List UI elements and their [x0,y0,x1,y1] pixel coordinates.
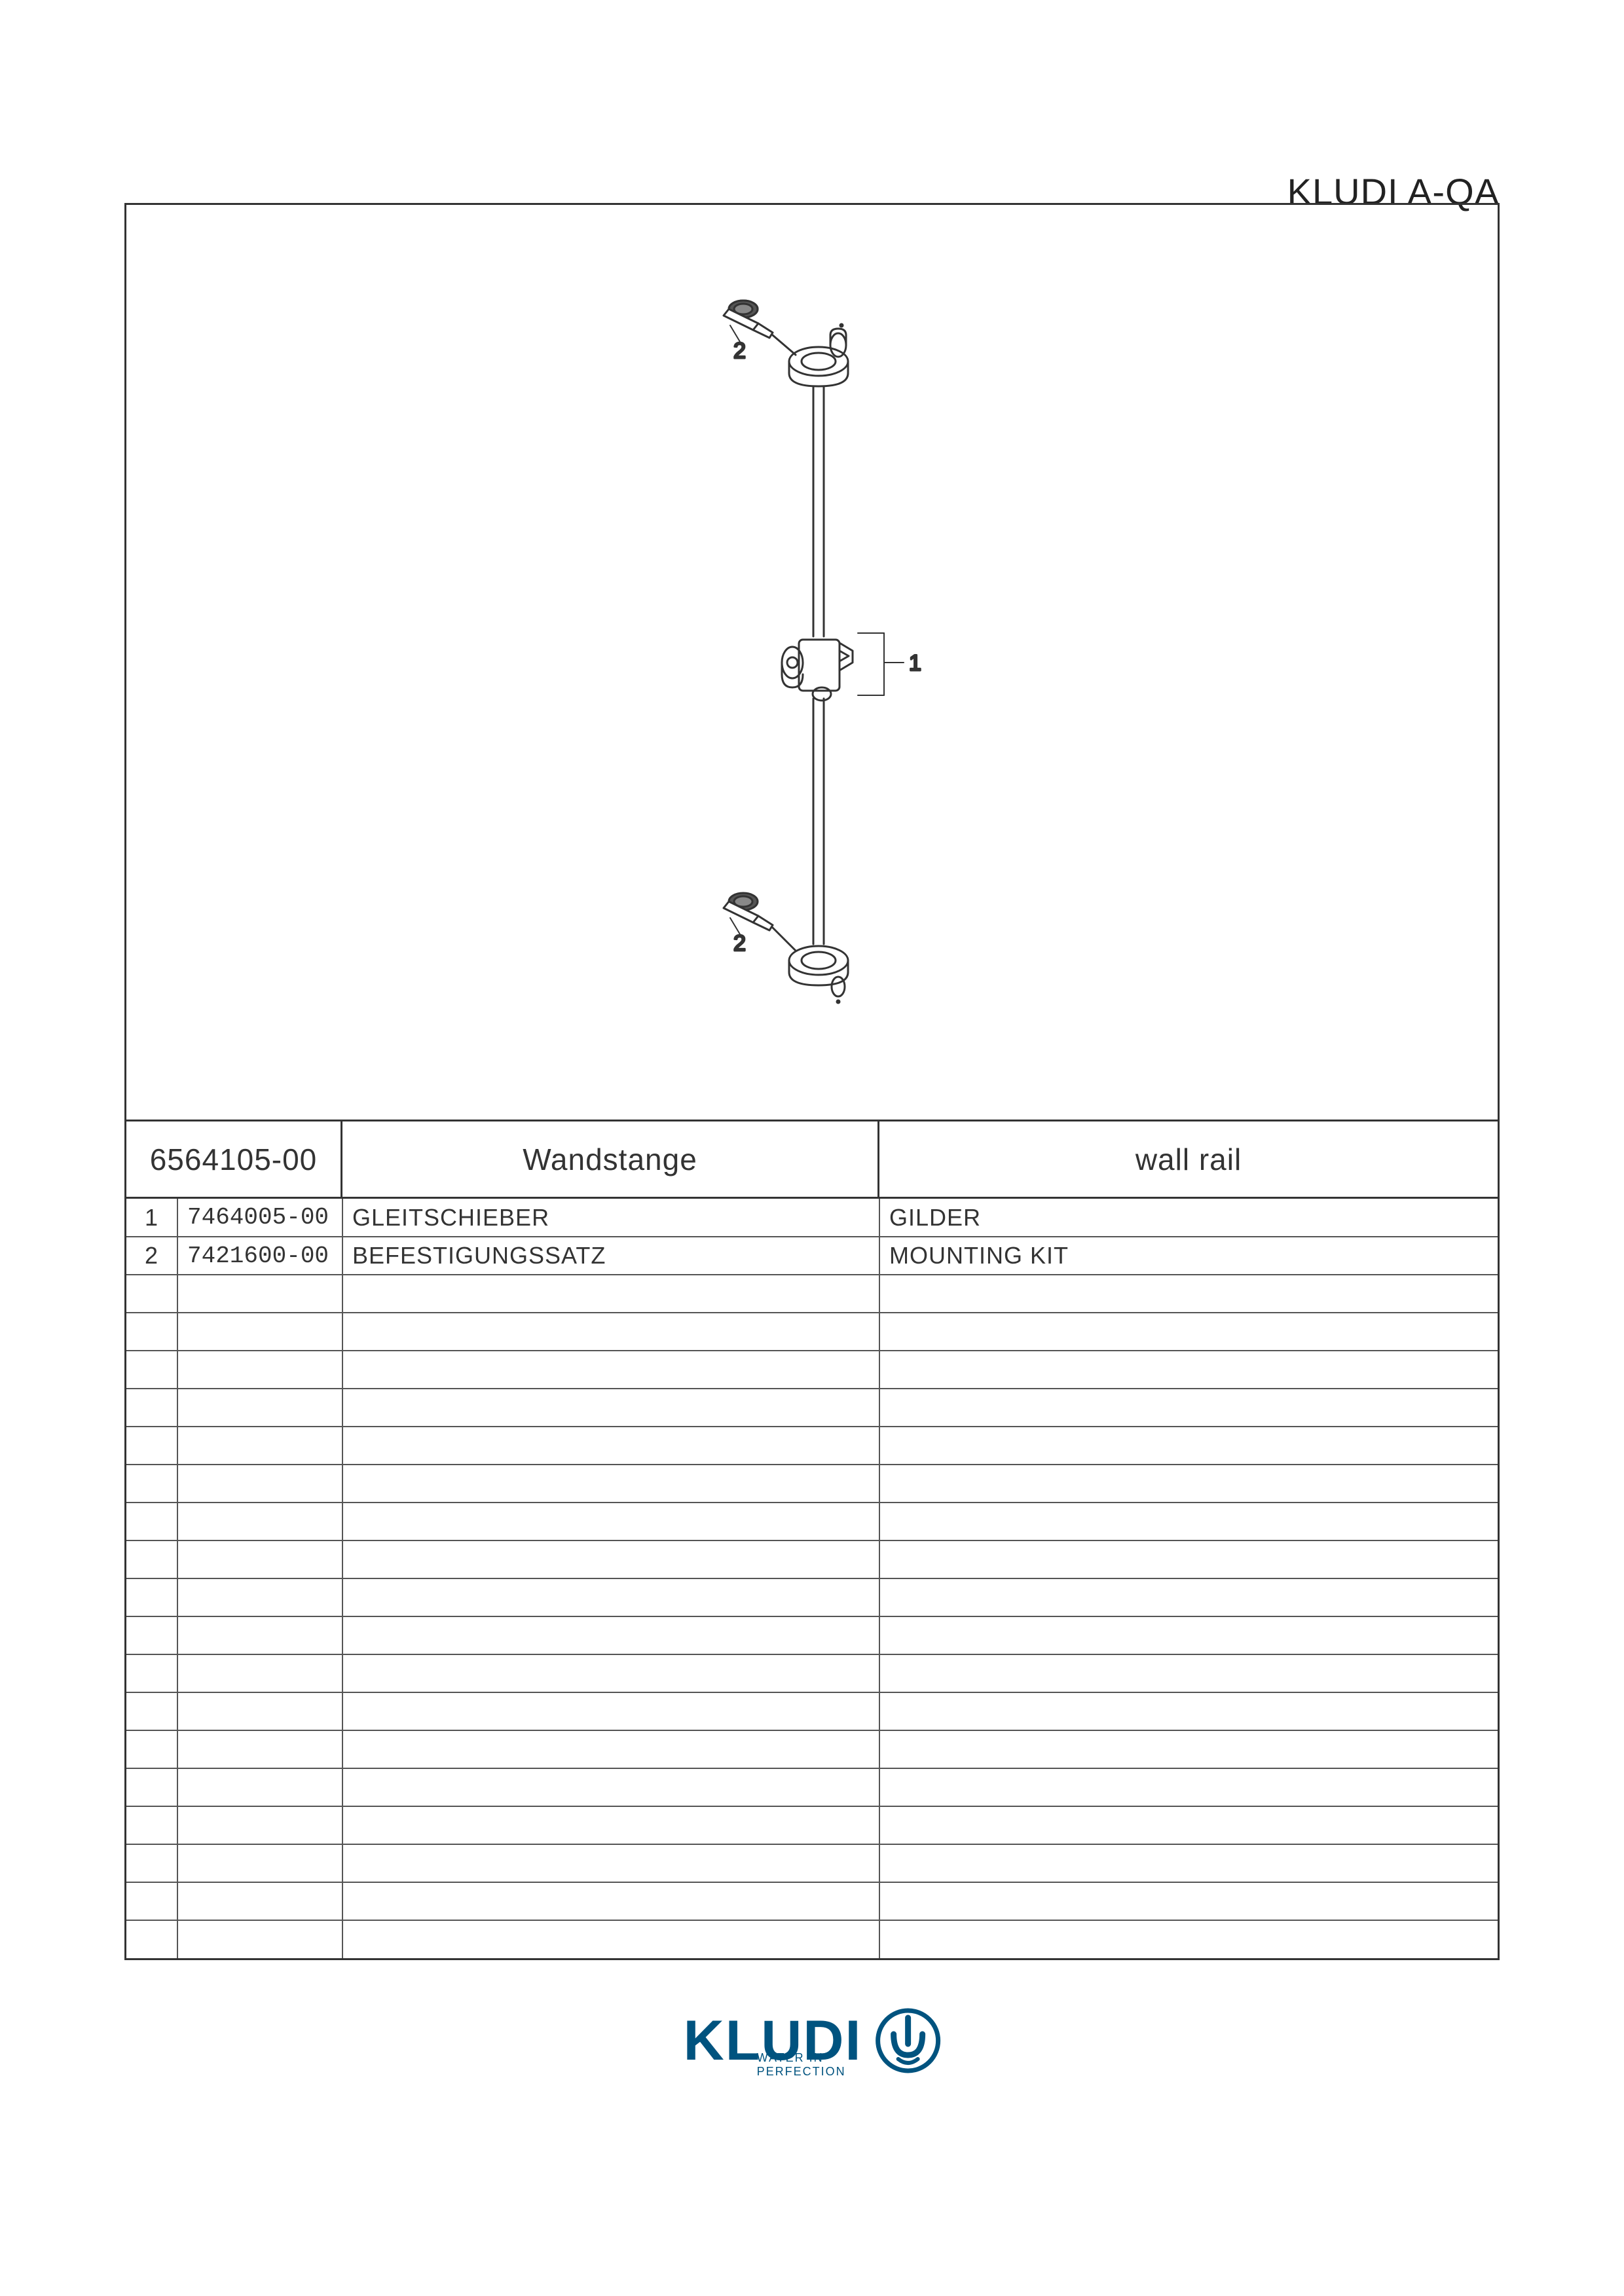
parts-table: 17464005-00GLEITSCHIEBERGILDER27421600-0… [126,1199,1498,1958]
table-row [126,1389,1498,1427]
table-row [126,1427,1498,1465]
table-row [126,1616,1498,1654]
part-name-de: GLEITSCHIEBER [342,1199,879,1237]
table-row [126,1654,1498,1692]
table-row [126,1882,1498,1920]
footer-logo: KLUDI WATER IN PERFECTION [684,2008,941,2073]
product-code: 6564105-00 [126,1121,342,1197]
parts-table-body: 17464005-00GLEITSCHIEBERGILDER27421600-0… [126,1199,1498,1958]
table-row: 27421600-00BEFESTIGUNGSSATZMOUNTING KIT [126,1237,1498,1275]
part-code: 7464005-00 [177,1199,342,1237]
part-name-de: BEFESTIGUNGSSATZ [342,1237,879,1275]
table-row [126,1806,1498,1844]
table-row [126,1768,1498,1806]
lower-bracket [789,946,848,1003]
table-row [126,1578,1498,1616]
part-num: 2 [126,1237,177,1275]
main-frame: 2 [124,203,1500,1960]
product-name-de: Wandstange [342,1121,879,1197]
callout-label-1: 1 [909,651,921,676]
part-name-en: GILDER [879,1199,1498,1237]
page: KLUDI A-QA [0,0,1624,2296]
table-row [126,1692,1498,1730]
slider [782,640,853,701]
wall-rail-drawing: 2 [642,270,982,1055]
table-row [126,1465,1498,1503]
table-row [126,1844,1498,1882]
part-num: 1 [126,1199,177,1237]
table-row [126,1351,1498,1389]
callout-label-2-bottom: 2 [733,931,746,956]
table-row [126,1540,1498,1578]
part-name-en: MOUNTING KIT [879,1237,1498,1275]
product-title-row: 6564105-00 Wandstange wall rail [126,1121,1498,1199]
technical-drawing-area: 2 [126,205,1498,1121]
table-row [126,1313,1498,1351]
brand-emblem-icon [875,2008,940,2073]
upper-bracket [789,324,848,386]
table-row [126,1730,1498,1768]
table-row: 17464005-00GLEITSCHIEBERGILDER [126,1199,1498,1237]
product-name-en: wall rail [879,1121,1498,1197]
table-row [126,1275,1498,1313]
table-row [126,1920,1498,1958]
part-code: 7421600-00 [177,1237,342,1275]
brand-tagline: WATER IN PERFECTION [757,2051,862,2079]
table-row [126,1503,1498,1540]
callout-label-2-top: 2 [733,338,746,363]
